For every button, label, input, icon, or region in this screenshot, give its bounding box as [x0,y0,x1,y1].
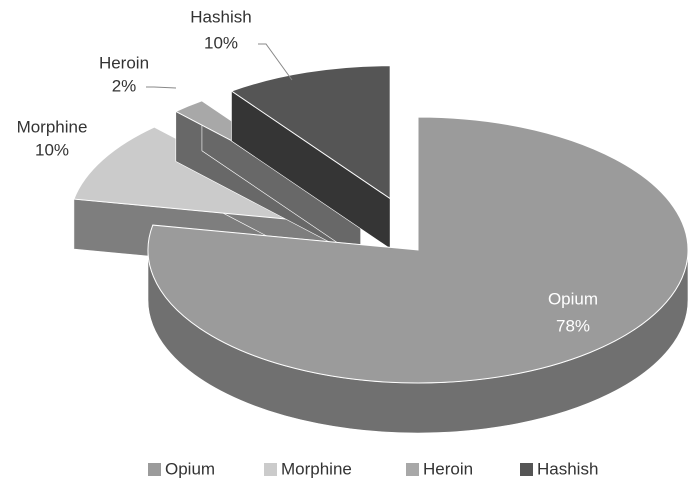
category-label: Heroin [99,53,149,72]
pie [73,65,688,434]
data-labels: Opium 78% Morphine 10% Heroin 2% Hashish 10% [17,7,598,335]
value-label: 10% [204,33,238,52]
category-label: Opium [548,289,598,308]
leader-line [258,43,293,81]
legend-swatch [520,463,533,476]
legend-label: Opium [165,459,215,478]
slice [230,65,391,200]
legend: Opium Morphine Heroin Hashish [148,459,598,478]
value-label: 78% [556,316,590,335]
category-label: Hashish [190,7,251,26]
legend-label: Hashish [537,459,598,478]
legend-swatch [264,463,277,476]
legend-label: Morphine [281,459,352,478]
legend-label: Heroin [423,459,473,478]
value-label: 2% [112,76,137,95]
category-label: Morphine [17,117,88,136]
slice [147,116,688,384]
leader-line [146,86,177,89]
value-label: 10% [35,140,69,159]
legend-swatch [406,463,419,476]
legend-swatch [148,463,161,476]
